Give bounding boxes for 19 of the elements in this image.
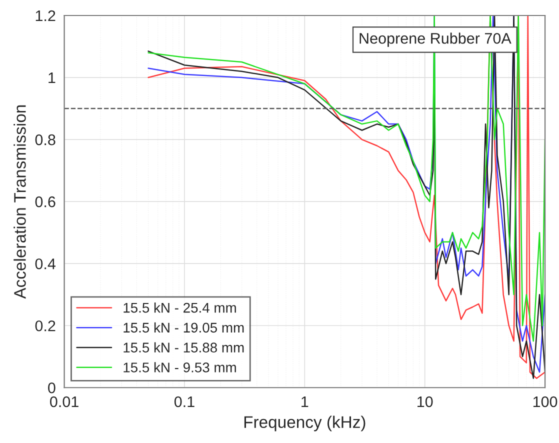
legend-label: 15.5 kN - 15.88 mm [124, 342, 244, 352]
y-tick-label: 0.2 [35, 320, 56, 332]
x-tick-label: 0.1 [174, 396, 194, 408]
x-axis-title: Frequency (kHz) [244, 416, 366, 432]
y-tick-label: 1 [48, 72, 56, 84]
y-tick-label: 0 [48, 382, 56, 394]
y-tick-label: 0.8 [35, 134, 56, 146]
legend-label: 15.5 kN - 19.05 mm [124, 322, 244, 333]
y-tick-label: 1.2 [36, 10, 56, 22]
y-tick-label: 0.4 [35, 258, 56, 270]
x-tick-label: 100 [533, 396, 558, 408]
x-tick-label: 0.01 [50, 396, 78, 408]
annotation: Neoprene Rubber 70A [360, 32, 512, 47]
y-tick-label: 0.6 [35, 196, 56, 208]
x-tick-label: 10 [418, 396, 433, 408]
x-tick-label: 1 [302, 396, 308, 408]
legend-label: 15.5 kN - 25.4 mm [124, 302, 236, 313]
legend-label: 15.5 kN - 9.53 mm [124, 362, 236, 372]
y-axis-title: Acceleration Transmission [14, 105, 26, 299]
